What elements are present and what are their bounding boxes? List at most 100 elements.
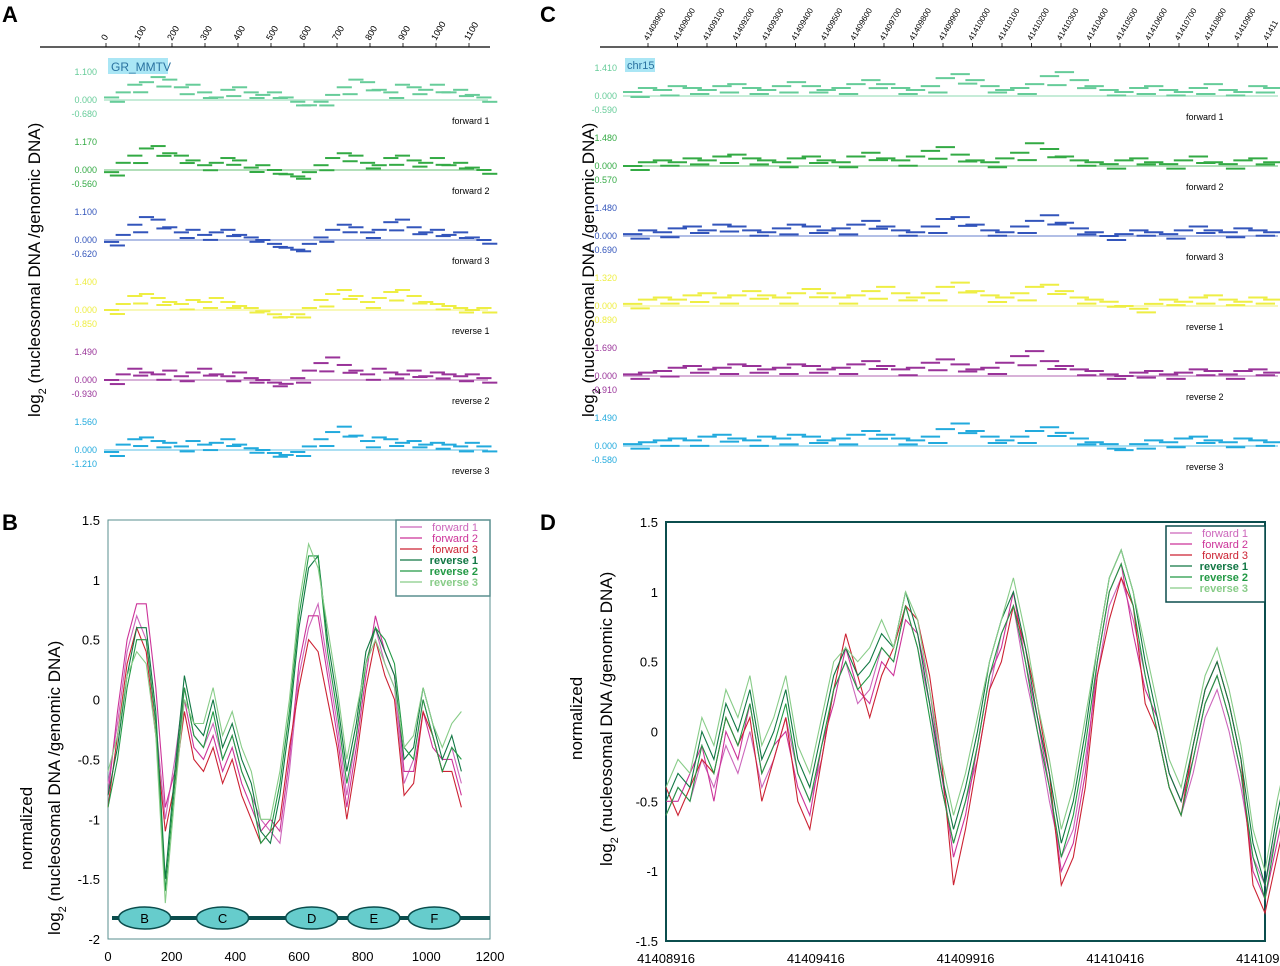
top-axis-tick-label: 900 — [396, 24, 412, 42]
y-tick-label: -1 — [646, 864, 658, 879]
nucleosome-marker — [284, 906, 339, 930]
nucleosome-marker — [347, 906, 401, 930]
x-tick-label: 1000 — [412, 949, 441, 964]
track-name: forward 3 — [1186, 252, 1224, 262]
track-tick-max: 1.480 — [594, 203, 617, 213]
panel-label-d: D — [540, 510, 556, 535]
y-tick-label: 1.5 — [640, 515, 658, 530]
top-axis-tick-label: 41410100 — [996, 6, 1022, 42]
legend-entry: reverse 1 — [430, 555, 478, 567]
panel-a-y-axis-rest: (nucleosomal DNA /genomic DNA) — [25, 123, 44, 388]
region-label-c: chr15 — [627, 60, 655, 72]
panel-label-a: A — [2, 2, 18, 27]
top-axis-tick-label: 41409800 — [907, 6, 933, 42]
top-axis-tick-label: 300 — [198, 24, 214, 42]
y-tick-label: 0.5 — [640, 655, 658, 670]
y-tick-label: 1.5 — [82, 513, 100, 528]
top-axis-tick-label: 600 — [297, 24, 313, 42]
y-tick-label: -1.5 — [78, 872, 100, 887]
y-tick-label: 1 — [651, 585, 658, 600]
track-tick-min: -0.690 — [591, 245, 617, 255]
series-line — [107, 625, 462, 845]
track-tick-zero: 0.000 — [594, 301, 617, 311]
track-tick-zero: 0.000 — [74, 375, 97, 385]
track-tick-max: 1.480 — [594, 133, 617, 143]
nucleosome-label: C — [218, 911, 227, 926]
track-tick-zero: 0.000 — [74, 305, 97, 315]
track-tick-min: -0.620 — [71, 249, 97, 259]
panel-a-y-axis-sub: 2 — [37, 388, 49, 394]
x-tick-label: 41409916 — [937, 951, 995, 966]
top-axis-tick-label: 1100 — [462, 20, 480, 42]
panel-d-y-axis-sub: 2 — [609, 837, 621, 843]
y-tick-label: -0.5 — [636, 794, 658, 809]
series-line — [665, 576, 1280, 915]
top-axis-tick-label: 41410400 — [1084, 6, 1110, 42]
top-axis-tick-label: 41410300 — [1055, 6, 1081, 42]
track-name: reverse 3 — [1186, 462, 1224, 472]
legend-entry: reverse 2 — [1200, 572, 1248, 584]
legend-entry: forward 2 — [432, 533, 478, 545]
top-axis-tick-label: 41409000 — [671, 6, 697, 42]
nucleosome-label: F — [430, 911, 438, 926]
track-tick-zero: 0.000 — [74, 95, 97, 105]
series-line — [665, 548, 1280, 872]
region-label-bg-a — [108, 58, 168, 74]
nucleosome-marker — [117, 906, 172, 930]
track-tick-zero: 0.000 — [594, 371, 617, 381]
track-tick-min: -0.930 — [71, 389, 97, 399]
series-line — [107, 554, 462, 880]
panel-d-y-axis-label-2: log2 (nucleosomal DNA /genomic DNA) — [597, 572, 621, 866]
track-tick-zero: 0.000 — [74, 445, 97, 455]
top-axis-tick-label: 700 — [330, 24, 346, 42]
track-tick-max: 1.100 — [74, 207, 97, 217]
panel-B: B normalized log2 (nucleosomal DNA /geno… — [2, 510, 504, 964]
track-tick-min: -0.850 — [71, 319, 97, 329]
track-name: reverse 3 — [452, 466, 490, 476]
track-tick-min: -0.890 — [591, 315, 617, 325]
top-axis-tick-label: 41409200 — [730, 6, 756, 42]
legend-entry: forward 1 — [1202, 528, 1248, 540]
nucleosome-marker — [195, 906, 250, 930]
track-tick-min: -1.210 — [71, 459, 97, 469]
legend-box — [395, 519, 491, 597]
top-axis-tick-label: 41409100 — [701, 6, 727, 42]
top-axis-tick-label: 41410800 — [1202, 6, 1228, 42]
track-tick-max: 1.170 — [74, 137, 97, 147]
top-axis-tick-label: 41409300 — [760, 6, 786, 42]
region-label-a: GR_MMTV — [111, 60, 171, 74]
series-line — [107, 541, 462, 904]
top-axis-tick-label: 41410600 — [1143, 6, 1169, 42]
top-axis-tick-label: 41409900 — [937, 6, 963, 42]
track-tick-min: -0.590 — [591, 105, 617, 115]
x-tick-label: 41409416 — [787, 951, 845, 966]
legend-entry: reverse 3 — [430, 577, 478, 589]
plot-frame — [107, 519, 491, 940]
track-name: forward 2 — [452, 186, 490, 196]
series-line — [666, 561, 1280, 901]
top-axis-tick-label: 800 — [363, 24, 379, 42]
top-axis-tick-label: 41410900 — [1232, 6, 1258, 42]
panel-c-y-axis-rest: (nucleosomal DNA /genomic DNA) — [579, 123, 598, 388]
track-tick-zero: 0.000 — [74, 235, 97, 245]
track-tick-zero: 0.000 — [594, 231, 617, 241]
track-name: forward 1 — [1186, 112, 1224, 122]
track-tick-max: 1.490 — [594, 413, 617, 423]
track-name: reverse 1 — [1186, 322, 1224, 332]
x-tick-label: 41408916 — [637, 951, 695, 966]
panel-D: D normalized log2 (nucleosomal DNA /geno… — [540, 510, 1280, 966]
track-tick-min: -0.560 — [71, 179, 97, 189]
series-line — [107, 555, 462, 892]
track-tick-max: 1.490 — [74, 347, 97, 357]
x-tick-label: 1200 — [476, 949, 505, 964]
nucleosome-label: E — [369, 911, 378, 926]
top-axis-tick-label: 500 — [264, 24, 280, 42]
x-tick-label: 600 — [288, 949, 310, 964]
x-tick-label: 0 — [104, 949, 111, 964]
track-tick-max: 1.410 — [594, 63, 617, 73]
nucleosome-marker — [407, 906, 462, 930]
y-tick-label: -1.5 — [636, 934, 658, 949]
x-tick-label: 41410416 — [1086, 951, 1144, 966]
top-axis-tick-label: 41409600 — [848, 6, 874, 42]
